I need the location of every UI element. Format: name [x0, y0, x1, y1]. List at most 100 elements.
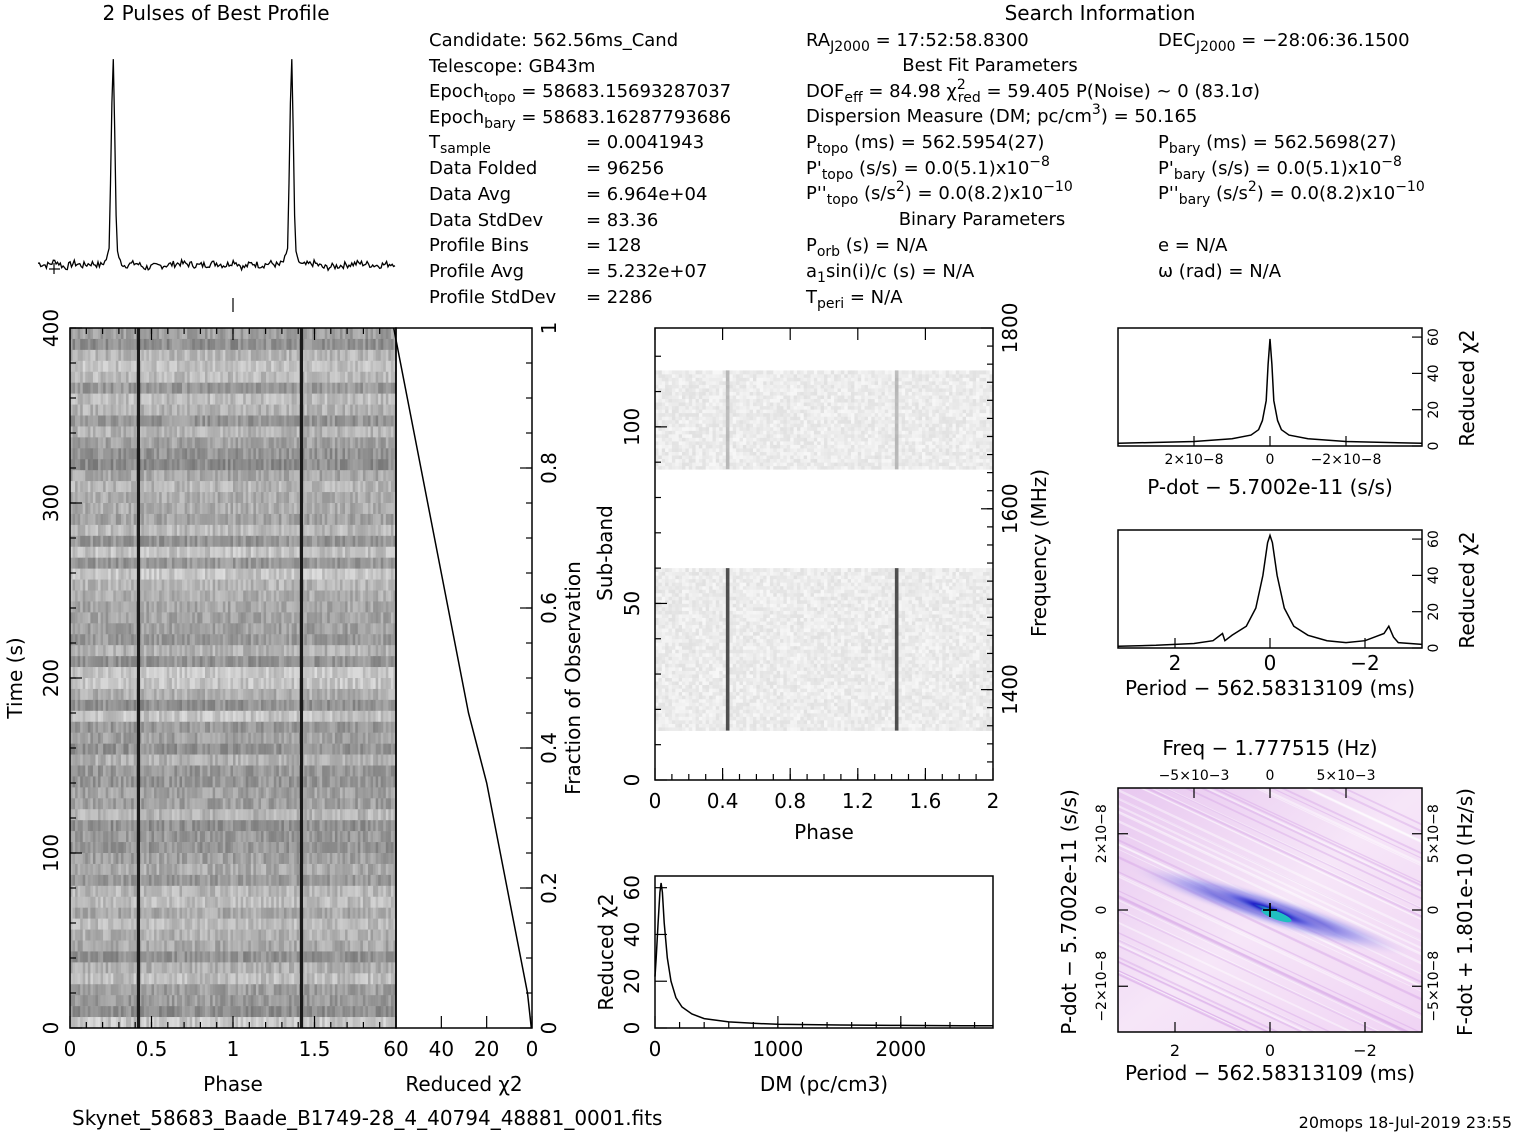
tp-cell	[235, 492, 239, 504]
tp-cell	[378, 360, 382, 373]
tp-cell	[250, 710, 254, 723]
tp-cell	[197, 656, 201, 668]
tp-cell	[266, 393, 269, 405]
tp-cell	[304, 492, 308, 504]
tp-cell	[273, 568, 277, 580]
tp-cell	[212, 448, 216, 460]
tp-cell	[304, 470, 308, 482]
tp-cell	[314, 623, 318, 635]
tp-cell	[385, 448, 389, 460]
tp-cell	[311, 546, 315, 558]
tp-cell	[345, 557, 348, 569]
tp-cell	[138, 634, 142, 646]
tp-cell	[151, 612, 155, 624]
tp-cell	[294, 437, 297, 449]
tp-cell	[192, 568, 196, 580]
tp-cell	[174, 328, 178, 340]
tp-cell	[151, 338, 155, 351]
tp-cell	[245, 371, 249, 383]
tp-cell	[187, 470, 191, 482]
tp-cell	[383, 645, 387, 657]
tp-cell	[72, 513, 76, 526]
tp-cell	[304, 404, 308, 416]
tp-cell	[339, 426, 343, 438]
tp-cell	[385, 415, 389, 427]
tp-cell	[212, 371, 216, 383]
tp-cell	[192, 481, 196, 493]
tp-cell	[266, 470, 269, 482]
tp-cell	[230, 579, 234, 591]
tp-cell	[197, 568, 201, 580]
tp-cell	[70, 721, 73, 733]
tp-cell	[332, 328, 336, 340]
tp-cell	[131, 437, 134, 449]
tp-cell	[350, 437, 354, 449]
tp-cell	[345, 623, 348, 635]
tp-cell	[258, 579, 262, 591]
tp-cell	[164, 524, 168, 537]
tp-cell	[133, 710, 137, 723]
tp-cell	[311, 503, 315, 515]
tp-cell	[133, 371, 137, 383]
tp-cell	[250, 699, 254, 712]
tp-cell	[388, 459, 392, 471]
tp-cell	[327, 459, 331, 471]
tp-cell	[238, 437, 241, 449]
tp-cell	[225, 656, 229, 668]
tp-cell	[385, 382, 389, 394]
tp-cell	[151, 459, 155, 471]
tp-cell	[179, 481, 183, 493]
tp-cell	[189, 470, 193, 482]
tp-cell	[352, 459, 356, 471]
tp-cell	[138, 492, 142, 504]
tp-cell	[202, 623, 206, 635]
tp-cell	[143, 393, 147, 405]
tp-cell	[115, 382, 119, 394]
tp-cell	[217, 688, 221, 701]
tp-cell	[342, 404, 346, 416]
tp-cell	[324, 492, 328, 504]
tp-cell	[268, 601, 272, 613]
tp-cell	[255, 634, 259, 646]
tp-cell	[253, 371, 257, 383]
tp-cell	[243, 415, 247, 427]
tp-cell	[70, 612, 73, 624]
tp-cell	[118, 470, 122, 482]
tp-cell	[131, 612, 134, 624]
tp-cell	[220, 448, 224, 460]
tp-cell	[324, 623, 328, 635]
tp-cell	[103, 328, 106, 340]
tp-cell	[250, 415, 254, 427]
tp-cell	[199, 699, 203, 712]
tp-cell	[115, 732, 119, 744]
tp-cell	[240, 623, 244, 635]
tp-cell	[77, 579, 81, 591]
tp-cell	[301, 601, 305, 613]
tp-cell	[317, 645, 320, 657]
tp-cell	[289, 667, 292, 679]
tp-cell	[304, 710, 308, 723]
tp-cell	[337, 415, 341, 427]
tp-cell	[192, 328, 196, 340]
tp-cell	[113, 579, 117, 591]
tp-cell	[233, 513, 236, 526]
tp-cell	[154, 371, 157, 383]
tp-cell	[255, 426, 259, 438]
tp-cell	[146, 448, 150, 460]
tp-cell	[77, 721, 81, 733]
tp-cell	[207, 328, 211, 340]
tp-cell	[238, 393, 241, 405]
tp-cell	[304, 349, 308, 362]
tp-cell	[248, 371, 252, 383]
tp-cell	[352, 623, 356, 635]
tp-cell	[329, 437, 333, 449]
tp-cell	[367, 688, 371, 701]
tp-cell	[380, 568, 384, 580]
tp-cell	[75, 579, 78, 591]
tp-cell	[108, 743, 112, 755]
tp-cell	[271, 382, 275, 394]
tp-cell	[286, 656, 290, 668]
tp-cell	[171, 612, 175, 624]
tp-cell	[156, 338, 160, 351]
tp-cell	[115, 360, 119, 373]
